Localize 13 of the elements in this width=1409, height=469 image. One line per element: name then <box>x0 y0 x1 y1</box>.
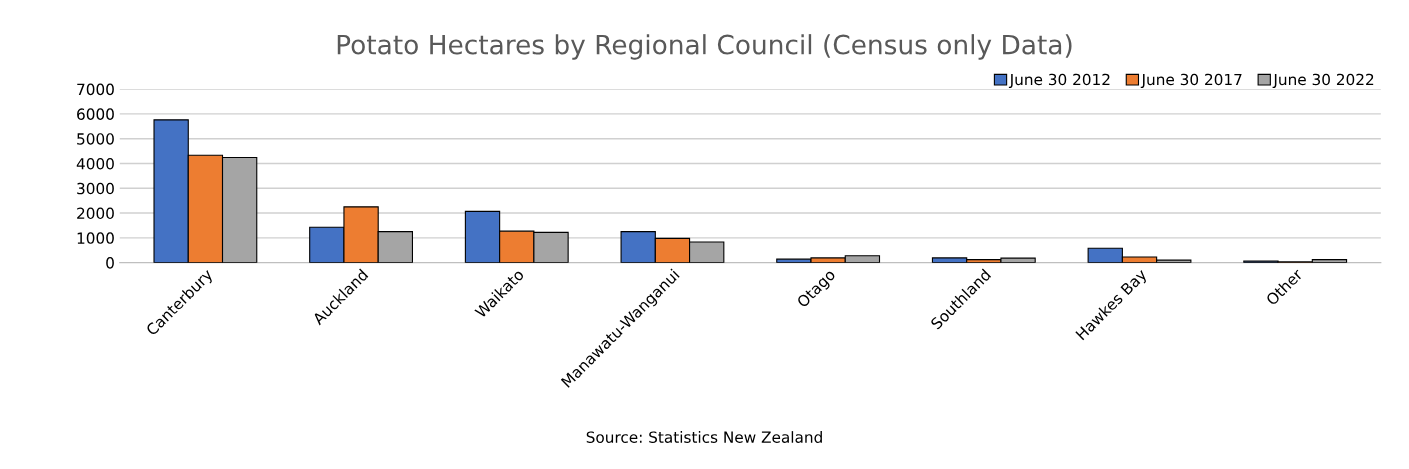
y-tick-label: 0 <box>106 257 114 269</box>
y-tick-label: 5000 <box>77 133 114 145</box>
legend-label: June 30 2012 <box>1008 73 1110 89</box>
y-tick-label: 1000 <box>77 232 114 244</box>
y-tick-label: 7000 <box>77 83 114 96</box>
y-tick-label: 2000 <box>77 207 114 220</box>
legend-label: June 30 2022 <box>1272 73 1374 89</box>
legend-label: June 30 2017 <box>1140 73 1242 89</box>
y-tick-label: 6000 <box>77 108 114 120</box>
y-tick-label: 3000 <box>77 182 114 195</box>
y-tick-label: 4000 <box>76 157 114 170</box>
source-note: Source: Statistics New Zealand <box>586 431 822 443</box>
chart-title: Potato Hectares by Regional Council (Census only Data) <box>337 34 1072 60</box>
